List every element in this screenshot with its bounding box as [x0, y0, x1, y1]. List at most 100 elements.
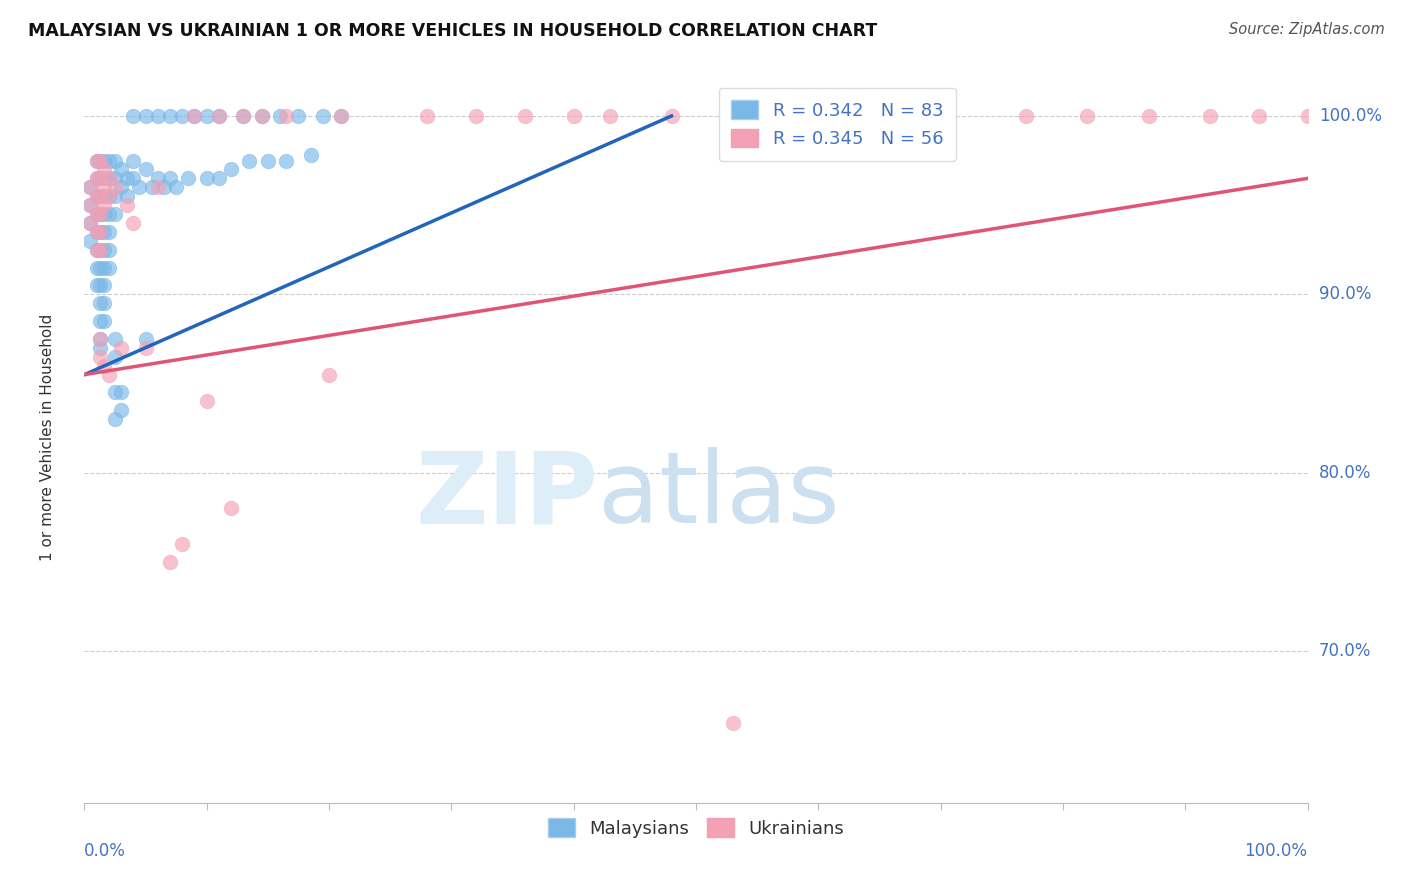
Point: [208, 171, 231, 186]
Point: [89, 225, 111, 239]
Point: [110, 403, 132, 417]
Point: [110, 162, 132, 177]
Point: [79, 180, 101, 194]
Point: [93, 296, 115, 310]
Point: [110, 180, 132, 194]
Point: [122, 109, 145, 123]
Point: [93, 189, 115, 203]
Point: [89, 350, 111, 364]
Point: [89, 260, 111, 275]
Point: [250, 109, 273, 123]
Point: [721, 715, 744, 730]
Point: [135, 341, 157, 355]
Point: [89, 243, 111, 257]
Point: [89, 332, 111, 346]
Point: [93, 278, 115, 293]
Point: [219, 162, 242, 177]
Point: [104, 332, 127, 346]
Point: [159, 109, 181, 123]
Legend: Malaysians, Ukrainians: Malaysians, Ukrainians: [540, 811, 852, 845]
Point: [159, 171, 181, 186]
Point: [89, 171, 111, 186]
Point: [86, 153, 108, 168]
Point: [172, 537, 194, 551]
Point: [232, 109, 254, 123]
Point: [93, 243, 115, 257]
Point: [183, 109, 205, 123]
Point: [110, 341, 132, 355]
Point: [93, 153, 115, 168]
Point: [183, 109, 205, 123]
Point: [238, 153, 260, 168]
Point: [104, 171, 127, 186]
Point: [86, 243, 108, 257]
Point: [86, 260, 108, 275]
Point: [1198, 109, 1220, 123]
Point: [1015, 109, 1038, 123]
Point: [97, 189, 120, 203]
Point: [97, 260, 120, 275]
Point: [93, 198, 115, 212]
Point: [276, 153, 298, 168]
Text: 80.0%: 80.0%: [1319, 464, 1371, 482]
Point: [89, 225, 111, 239]
Point: [89, 341, 111, 355]
Point: [89, 314, 111, 328]
Point: [330, 109, 353, 123]
Point: [269, 109, 291, 123]
Point: [97, 189, 120, 203]
Text: 100.0%: 100.0%: [1244, 842, 1308, 860]
Point: [330, 109, 353, 123]
Point: [86, 225, 108, 239]
Point: [141, 180, 163, 194]
Point: [1076, 109, 1098, 123]
Point: [93, 314, 115, 328]
Point: [416, 109, 439, 123]
Point: [89, 189, 111, 203]
Point: [165, 180, 187, 194]
Point: [104, 412, 127, 426]
Point: [312, 109, 335, 123]
Text: 90.0%: 90.0%: [1319, 285, 1371, 303]
Point: [1247, 109, 1270, 123]
Point: [219, 501, 242, 516]
Point: [135, 332, 157, 346]
Point: [135, 109, 157, 123]
Point: [820, 109, 842, 123]
Point: [929, 109, 952, 123]
Point: [93, 162, 115, 177]
Point: [93, 225, 115, 239]
Point: [287, 109, 309, 123]
Point: [86, 153, 108, 168]
Point: [172, 109, 194, 123]
Point: [86, 189, 108, 203]
Point: [513, 109, 536, 123]
Point: [93, 260, 115, 275]
Point: [86, 243, 108, 257]
Point: [93, 207, 115, 221]
Point: [104, 189, 127, 203]
Point: [97, 171, 120, 186]
Text: 100.0%: 100.0%: [1319, 107, 1382, 125]
Point: [86, 207, 108, 221]
Point: [115, 198, 138, 212]
Point: [562, 109, 585, 123]
Point: [86, 278, 108, 293]
Point: [79, 198, 101, 212]
Point: [86, 171, 108, 186]
Point: [97, 225, 120, 239]
Point: [661, 109, 683, 123]
Point: [146, 180, 169, 194]
Point: [104, 180, 127, 194]
Point: [86, 171, 108, 186]
Point: [195, 171, 218, 186]
Point: [89, 153, 111, 168]
Point: [159, 555, 181, 569]
Point: [97, 153, 120, 168]
Point: [104, 385, 127, 400]
Point: [257, 153, 280, 168]
Point: [97, 368, 120, 382]
Point: [276, 109, 298, 123]
Point: [79, 216, 101, 230]
Point: [86, 225, 108, 239]
